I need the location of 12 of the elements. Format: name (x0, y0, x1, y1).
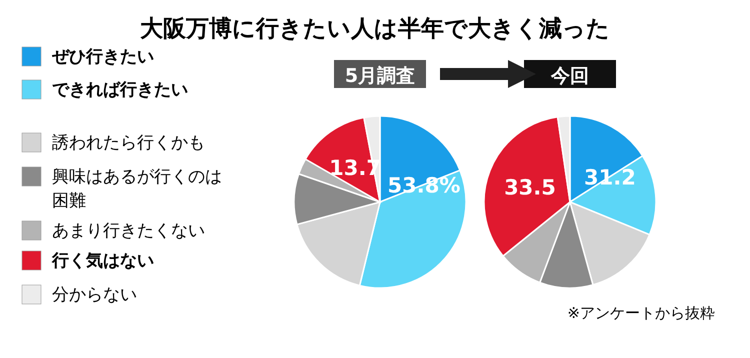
data-label: 33.5 (504, 175, 556, 200)
chart-subtitle: 今回 (550, 65, 589, 87)
legend-label: ぜひ行きたい (51, 47, 154, 67)
legend-label: 行く気はない (51, 251, 154, 271)
text: 5月調査 (344, 65, 416, 87)
legend-label: あまり行きたくない (52, 221, 205, 241)
text: ※アンケートから抜粋 (567, 304, 715, 322)
legend-label: できれば行きたい (52, 80, 188, 100)
legend-label: 誘われたら行くかも (52, 133, 205, 153)
legend-label: 分からない (52, 285, 137, 305)
chart-title: 大阪万博に行きたい人は半年で大きく減った (140, 16, 610, 42)
legend-label: 興味はあるが行くのは困難 (52, 167, 222, 211)
